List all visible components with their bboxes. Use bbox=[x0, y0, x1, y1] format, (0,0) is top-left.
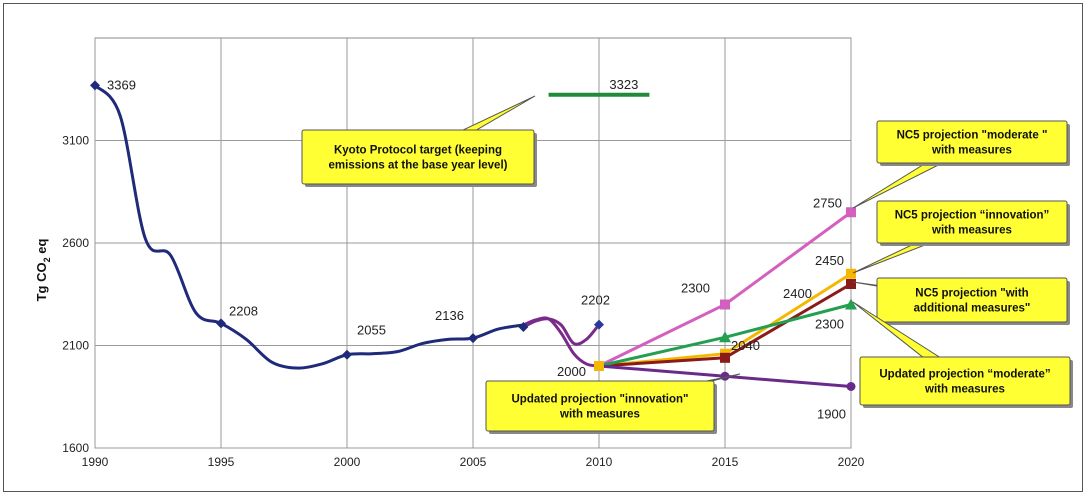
callout-text: emissions at the base year level) bbox=[329, 160, 508, 172]
data-label: 3323 bbox=[609, 77, 638, 92]
data-label: 2400 bbox=[783, 286, 812, 301]
series-marker bbox=[846, 207, 856, 218]
callout-text: with measures bbox=[559, 409, 640, 421]
x-tick-label: 1990 bbox=[82, 455, 109, 469]
series-marker bbox=[846, 279, 856, 289]
historical-marker bbox=[594, 319, 604, 330]
callout-text: with measures bbox=[931, 225, 1012, 237]
data-label: 2750 bbox=[813, 195, 842, 210]
historical-marker bbox=[518, 322, 529, 333]
callout-box bbox=[876, 277, 1068, 323]
data-label: 2202 bbox=[581, 293, 610, 308]
series-marker bbox=[845, 298, 857, 310]
series-marker bbox=[719, 331, 731, 343]
x-tick-label: 2020 bbox=[838, 455, 865, 469]
historical-marker bbox=[468, 333, 478, 344]
data-label: 1900 bbox=[817, 407, 846, 422]
series-marker bbox=[846, 268, 856, 279]
series-marker bbox=[720, 352, 730, 363]
x-tick-label: 2015 bbox=[712, 455, 739, 469]
series-marker bbox=[846, 382, 856, 391]
historical-emissions-line bbox=[93, 84, 524, 370]
data-label: 3369 bbox=[107, 77, 136, 92]
callout-text: NC5 projection “innovation” bbox=[895, 210, 1050, 222]
y-tick-label: 1600 bbox=[62, 441, 89, 455]
series-marker bbox=[720, 299, 730, 310]
data-label: 2136 bbox=[435, 308, 464, 323]
series-marker bbox=[594, 361, 604, 371]
data-label: 2300 bbox=[681, 281, 710, 296]
data-label: 2300 bbox=[815, 317, 844, 332]
callout-text: NC5 projection "with bbox=[915, 288, 1028, 300]
y-tick-label: 2600 bbox=[62, 236, 89, 250]
x-tick-label: 1995 bbox=[208, 455, 235, 469]
data-label: 2450 bbox=[815, 253, 844, 268]
callout-box bbox=[859, 356, 1071, 406]
y-tick-label: 2100 bbox=[62, 339, 89, 353]
data-label: 2040 bbox=[731, 338, 760, 353]
callout-box bbox=[301, 129, 535, 185]
callout-box bbox=[876, 120, 1068, 164]
callout-text: NC5 projection "moderate " bbox=[897, 130, 1048, 142]
callout-text: Kyoto Protocol target (keeping bbox=[334, 145, 502, 157]
data-label: 2055 bbox=[357, 323, 386, 338]
base-trend-line bbox=[522, 316, 600, 368]
x-tick-label: 2005 bbox=[460, 455, 487, 469]
data-label: 2000 bbox=[557, 364, 586, 379]
callout-text: with measures bbox=[931, 145, 1012, 157]
callout-box bbox=[876, 200, 1068, 244]
callout-text: Updated projection “moderate” bbox=[879, 369, 1050, 381]
historical-marker bbox=[216, 318, 226, 329]
chart-frame bbox=[3, 3, 1083, 492]
y-axis-label: Tg CO2 eq bbox=[34, 239, 52, 302]
y-tick-label: 3100 bbox=[62, 134, 89, 148]
historical-marker bbox=[90, 80, 100, 91]
historical-marker bbox=[342, 349, 352, 360]
data-label: 2208 bbox=[229, 303, 258, 318]
callout-text: additional measures" bbox=[914, 303, 1031, 315]
callout-box bbox=[485, 380, 715, 432]
x-tick-label: 2010 bbox=[586, 455, 613, 469]
x-tick-label: 2000 bbox=[334, 455, 361, 469]
callout-text: Updated projection "innovation" bbox=[511, 394, 688, 406]
callout-text: with measures bbox=[924, 384, 1005, 396]
